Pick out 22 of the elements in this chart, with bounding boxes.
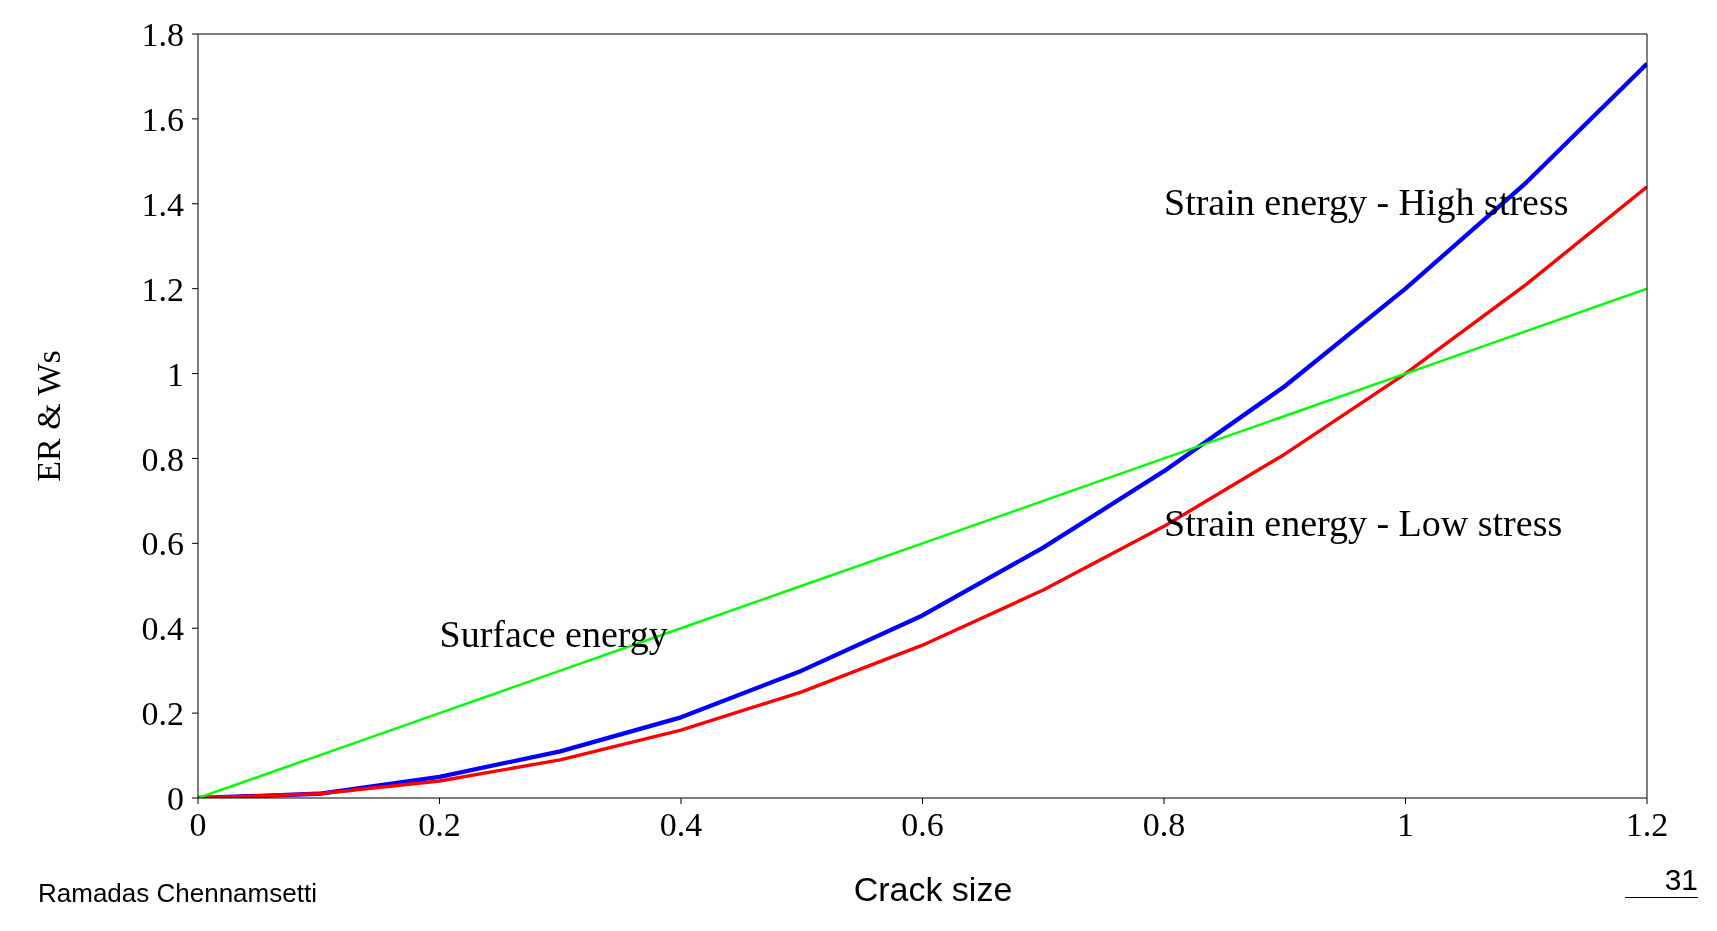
y-tick-label: 0.2 [141, 695, 184, 733]
y-tick-label: 0.8 [141, 440, 184, 478]
text: 31 [1624, 863, 1698, 898]
x-axis-title: Crack size [853, 870, 1013, 908]
y-tick-label: 1 [167, 355, 184, 393]
series-label: Surface energy [439, 613, 668, 656]
x-tick-label: 0.6 [901, 806, 944, 844]
x-tick-label: 1 [1397, 806, 1414, 844]
y-tick-label: 1.2 [141, 270, 184, 308]
y-tick-label: 1.8 [141, 16, 184, 54]
y-tick-label: 0.4 [141, 610, 184, 648]
y-tick-label: 1.4 [141, 185, 184, 223]
series-label: Strain energy - Low stress [1164, 502, 1563, 545]
y-tick-label: 0.6 [141, 525, 184, 563]
x-tick-label: 0.4 [659, 806, 703, 844]
y-tick-label: 1.6 [141, 100, 184, 138]
y-axis-title: ER & Ws [30, 350, 68, 482]
x-tick-label: 0.8 [1142, 806, 1186, 844]
y-tick-label: 0 [167, 780, 184, 818]
text: Ramadas Chennamsetti [38, 878, 317, 909]
x-tick-label: 0.2 [418, 806, 461, 844]
x-tick-label: 1.2 [1625, 806, 1669, 844]
